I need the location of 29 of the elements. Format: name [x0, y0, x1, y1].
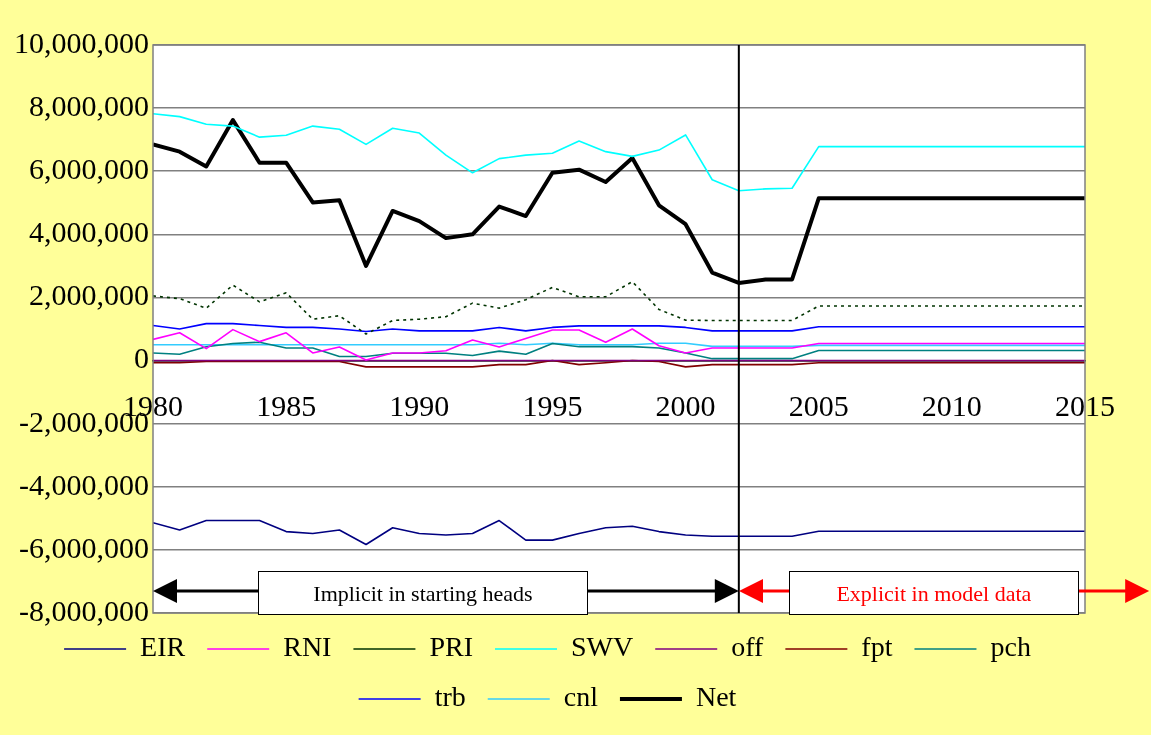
legend-label: fpt — [861, 631, 893, 663]
note-box: Explicit in model data — [788, 571, 1079, 615]
y-tick-label: 2,000,000 — [29, 278, 149, 312]
y-tick-label: 0 — [134, 341, 149, 375]
x-tick-label: 2015 — [1055, 389, 1115, 423]
legend-label: Net — [695, 681, 737, 713]
legend-label: pch — [990, 631, 1031, 663]
note-box: Implicit in starting heads — [258, 571, 588, 615]
x-tick-label: 2005 — [788, 389, 849, 423]
legend-label: off — [731, 631, 765, 663]
x-tick-label: 1990 — [389, 389, 450, 423]
legend-label: PRI — [429, 631, 474, 663]
x-tick-label: 1985 — [256, 389, 317, 423]
legend-label: trb — [434, 681, 466, 713]
legend-label: cnl — [563, 681, 599, 713]
y-tick-label: -4,000,000 — [19, 467, 149, 501]
line-series — [153, 280, 1085, 335]
legend-label: RNI — [283, 631, 332, 663]
x-tick-label: 2010 — [921, 389, 982, 423]
y-tick-label: 6,000,000 — [29, 152, 149, 186]
x-tick-label: 2000 — [655, 389, 716, 423]
legend-label: EIR — [140, 631, 186, 663]
x-tick-label: 1995 — [522, 389, 583, 423]
legend-label: SWV — [571, 631, 634, 663]
y-tick-label: 4,000,000 — [29, 215, 149, 249]
y-tick-label: -6,000,000 — [19, 530, 149, 564]
y-tick-label: -8,000,000 — [19, 593, 149, 627]
y-tick-label: 10,000,000 — [14, 25, 149, 59]
y-tick-label: 8,000,000 — [29, 88, 149, 122]
